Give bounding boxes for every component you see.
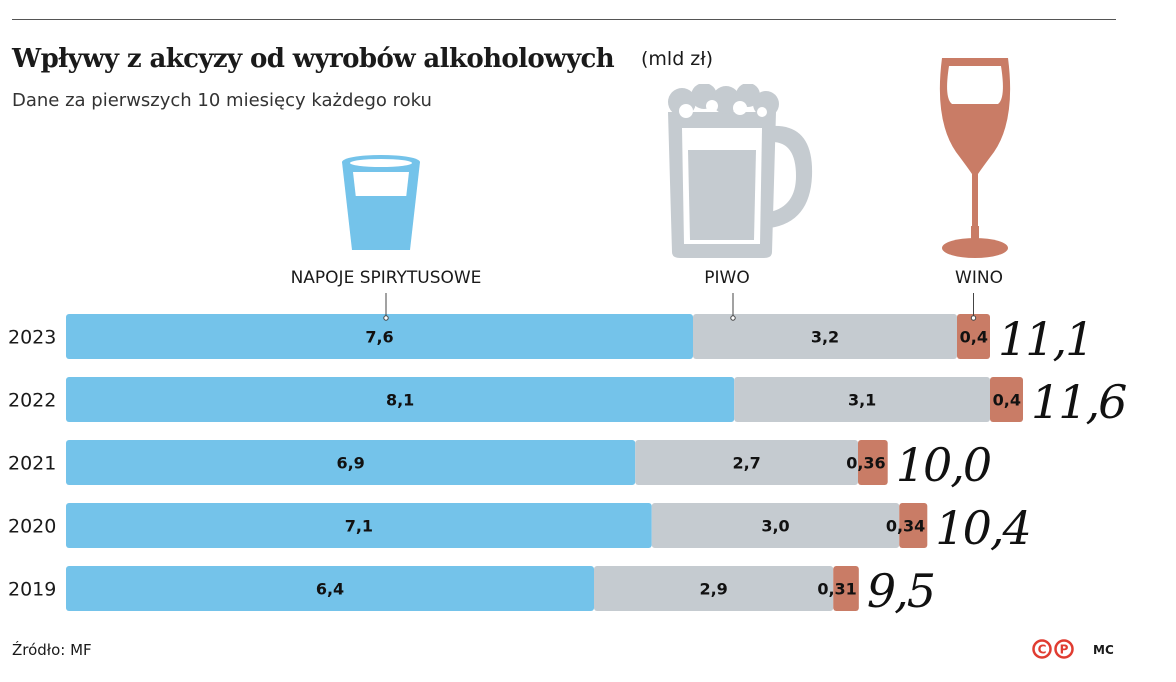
year-label: 2022 — [8, 390, 56, 412]
svg-text:P: P — [1060, 643, 1069, 657]
total-label: 11,1 — [998, 312, 1092, 366]
bar-spirits — [66, 503, 652, 548]
value-label-spirits: 6,9 — [336, 454, 364, 473]
value-label-spirits: 8,1 — [386, 391, 414, 410]
publisher-logo: C P — [1032, 639, 1074, 659]
chart-unit: (mld zł) — [641, 48, 714, 70]
author-credit: MC — [1093, 643, 1114, 657]
value-label-beer: 3,0 — [761, 517, 789, 536]
legend-label-wine: WINO — [955, 268, 1003, 288]
chart-title: Wpływy z akcyzy od wyrobów alkoholowych — [12, 44, 615, 74]
bar-spirits — [66, 314, 693, 359]
bar-wine — [990, 377, 1023, 422]
leader-spirits-dot — [383, 315, 389, 321]
bar-beer — [734, 377, 990, 422]
leader-beer-dot — [730, 315, 736, 321]
beer-mug-icon — [668, 84, 813, 258]
value-label-wine: 0,4 — [993, 391, 1021, 410]
value-label-wine: 0,31 — [817, 580, 856, 599]
bar-beer — [635, 440, 858, 485]
value-label-beer: 2,9 — [699, 580, 727, 599]
legend-label-spirits: NAPOJE SPIRYTUSOWE — [290, 268, 482, 288]
bar-spirits — [66, 377, 735, 422]
year-label: 2019 — [8, 579, 56, 601]
value-label-wine: 0,4 — [960, 328, 988, 347]
value-label-beer: 2,7 — [732, 454, 760, 473]
total-label: 11,6 — [1031, 375, 1126, 429]
value-label-beer: 3,1 — [848, 391, 876, 410]
value-label-spirits: 6,4 — [316, 580, 344, 599]
source-note: Źródło: MF — [12, 641, 92, 659]
value-label-spirits: 7,1 — [345, 517, 373, 536]
legend-label-beer: PIWO — [704, 268, 750, 288]
leader-wine-dot — [970, 315, 977, 321]
top-rule — [12, 19, 1116, 20]
value-label-wine: 0,34 — [886, 517, 925, 536]
value-label-spirits: 7,6 — [365, 328, 393, 347]
year-label: 2020 — [8, 516, 56, 538]
bar-spirits — [66, 566, 594, 611]
total-label: 10,4 — [935, 501, 1029, 555]
bar-wine — [957, 314, 990, 359]
total-label: 9,5 — [867, 564, 934, 618]
svg-text:C: C — [1038, 643, 1047, 657]
chart-subtitle: Dane za pierwszych 10 miesięcy każdego r… — [12, 90, 432, 111]
bar-beer — [594, 566, 834, 611]
total-label: 10,0 — [896, 438, 991, 492]
bar-beer — [651, 503, 900, 548]
year-label: 2021 — [8, 453, 56, 475]
value-label-beer: 3,2 — [811, 328, 839, 347]
value-label-wine: 0,36 — [846, 454, 885, 473]
year-label: 2023 — [8, 327, 56, 349]
bar-spirits — [66, 440, 636, 485]
wine-glass-icon — [939, 58, 1011, 258]
bar-wine — [858, 440, 888, 485]
bar-wine — [899, 503, 928, 548]
bar-beer — [693, 314, 957, 359]
bar-wine — [833, 566, 859, 611]
shot-glass-icon — [342, 155, 420, 250]
